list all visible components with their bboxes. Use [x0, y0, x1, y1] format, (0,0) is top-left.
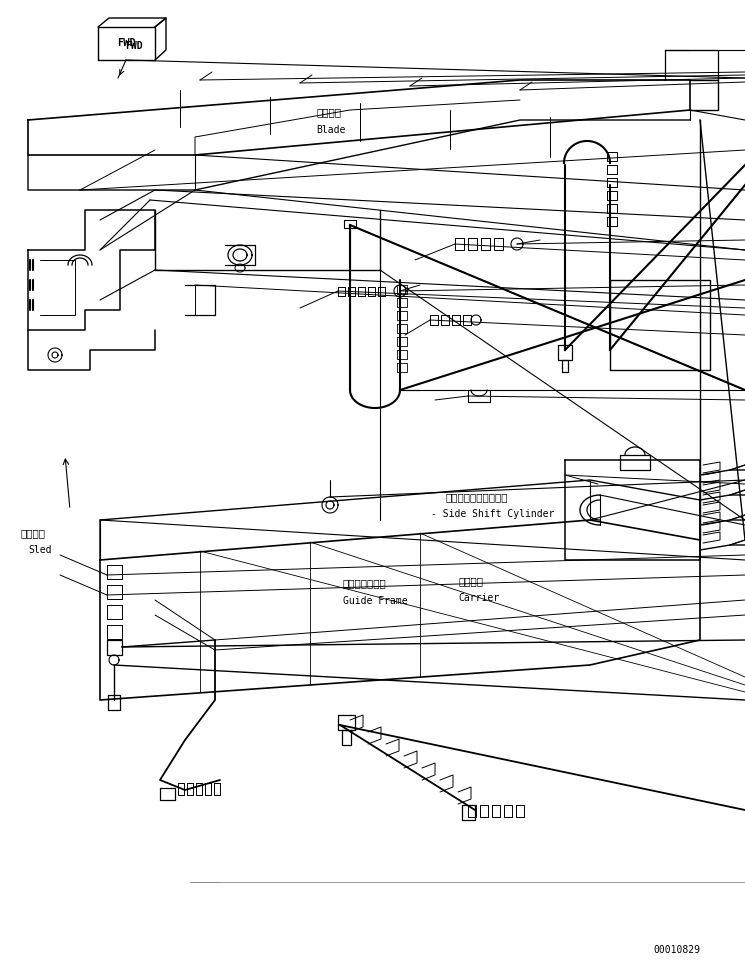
Text: ガイドフレーム: ガイドフレーム — [343, 579, 387, 588]
Text: サイドシフトシリンダ: サイドシフトシリンダ — [446, 492, 508, 502]
Text: FWD: FWD — [125, 41, 143, 51]
Text: スレッド: スレッド — [21, 529, 46, 538]
Text: Carrier: Carrier — [458, 593, 499, 603]
Text: Sled: Sled — [28, 545, 52, 554]
Text: ブレード: ブレード — [317, 108, 342, 117]
Text: キャリア: キャリア — [458, 577, 484, 586]
Text: 00010829: 00010829 — [653, 945, 700, 955]
Text: FWD: FWD — [117, 38, 136, 48]
Text: Blade: Blade — [317, 125, 346, 135]
Text: - Side Shift Cylinder: - Side Shift Cylinder — [431, 509, 554, 519]
Text: Guide Frame: Guide Frame — [343, 596, 408, 605]
